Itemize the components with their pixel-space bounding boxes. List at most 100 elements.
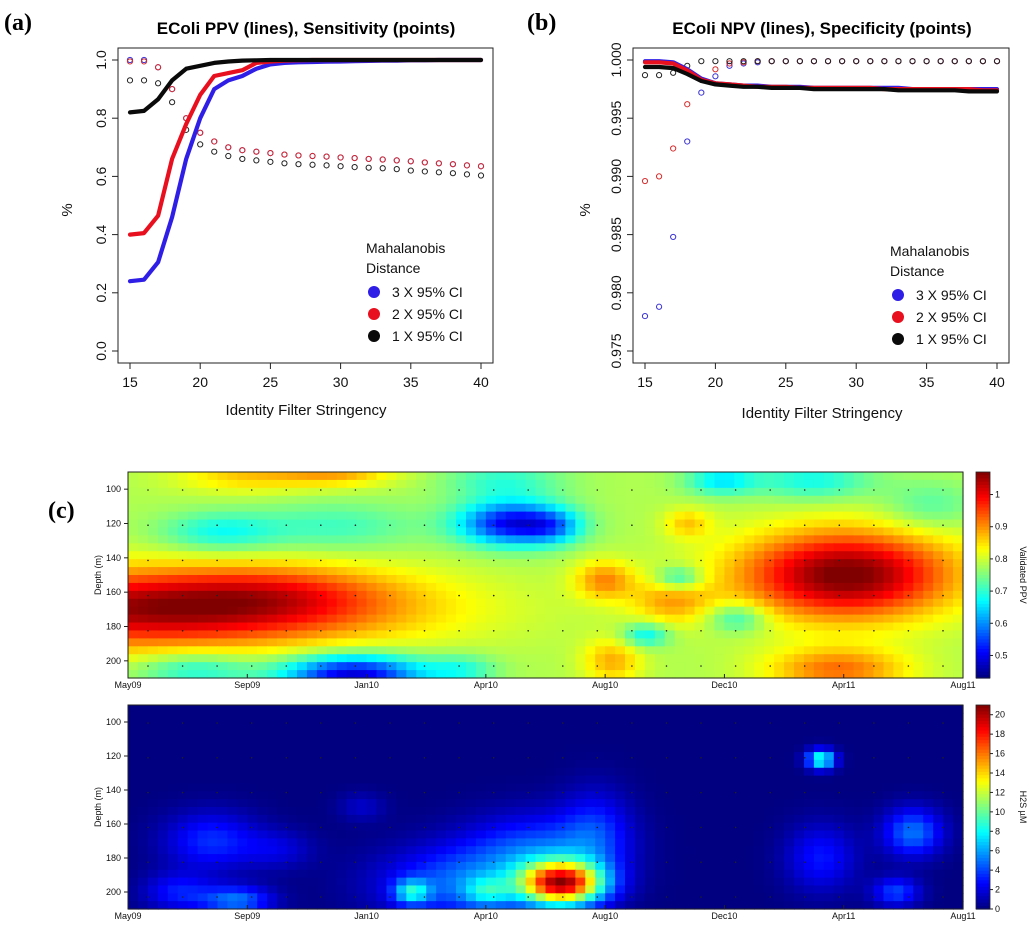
hmTop-cell-52-16 bbox=[644, 598, 656, 608]
hmBot-cell-55-17 bbox=[674, 838, 686, 847]
hmTop-cell-77-23 bbox=[893, 654, 904, 663]
hmBot-cell-2-12 bbox=[147, 799, 159, 808]
hmBot-cell-75-7 bbox=[873, 759, 885, 769]
hmTop-cell-11-19 bbox=[237, 622, 248, 632]
hmBot-cell-67-14 bbox=[794, 814, 805, 824]
hmTop-cell-57-10 bbox=[694, 551, 706, 560]
hmTop-colorbar-swatch-52 bbox=[976, 639, 990, 644]
hmTop-cell-49-9 bbox=[615, 543, 626, 552]
hmTop-cell-64-9 bbox=[764, 543, 775, 552]
hmBot-cell-22-5 bbox=[346, 744, 358, 753]
hmTop-cell-12-21 bbox=[247, 638, 258, 647]
hmTop-cell-19-1 bbox=[316, 479, 328, 489]
hmTop-sample-dot-18-2 bbox=[769, 559, 771, 562]
hmTop-cell-82-14 bbox=[943, 582, 954, 592]
hmTop-cell-76-22 bbox=[883, 646, 895, 655]
hmBot-cell-64-19 bbox=[764, 854, 775, 863]
hmBot-cell-79-13 bbox=[913, 807, 924, 816]
hmTop-cell-61-8 bbox=[734, 535, 745, 544]
hmTop-cell-47-10 bbox=[595, 551, 606, 560]
hmTop-cell-30-6 bbox=[426, 519, 437, 529]
hmBot-cell-75-3 bbox=[873, 728, 885, 737]
hmTop-cell-23-19 bbox=[356, 622, 368, 632]
hmBot-cell-45-2 bbox=[575, 720, 586, 730]
hmTop-cell-46-21 bbox=[585, 638, 596, 647]
hmBot-cell-14-23 bbox=[267, 885, 278, 894]
hmBot-cell-26-14 bbox=[386, 814, 397, 824]
hmBot-cell-57-24 bbox=[694, 893, 706, 902]
hmBot-cell-49-2 bbox=[615, 720, 626, 730]
hmBot-cell-16-12 bbox=[287, 799, 298, 808]
hmBot-cell-78-2 bbox=[903, 720, 914, 730]
hmTop-cell-22-11 bbox=[346, 559, 358, 568]
hmTop-cell-83-4 bbox=[953, 503, 964, 513]
hmTop-cell-45-18 bbox=[575, 614, 586, 624]
hmBot-cell-50-7 bbox=[625, 759, 636, 769]
hmTop-cell-38-20 bbox=[505, 630, 517, 639]
hmTop-cell-76-21 bbox=[883, 638, 895, 647]
hmTop-cell-23-8 bbox=[356, 535, 368, 544]
hmBot-cell-66-24 bbox=[784, 893, 795, 902]
hmTop-cell-64-18 bbox=[764, 614, 775, 624]
hmTop-cell-20-25 bbox=[326, 670, 338, 679]
hmBot-cell-77-1 bbox=[893, 712, 904, 722]
hmTop-cell-54-14 bbox=[664, 582, 676, 592]
hmTop-sample-dot-1-0 bbox=[181, 489, 184, 491]
hmBot-cell-8-22 bbox=[207, 877, 219, 887]
hmTop-cell-59-19 bbox=[714, 622, 726, 632]
hmBot-cell-55-24 bbox=[674, 893, 686, 902]
hmBot-cell-42-17 bbox=[545, 838, 557, 847]
hmBot-cell-16-15 bbox=[287, 822, 298, 832]
hmTop-sample-dot-16-3 bbox=[700, 594, 702, 597]
hmTop-cell-60-25 bbox=[724, 670, 735, 679]
hmTop-cell-1-25 bbox=[137, 670, 149, 679]
hmBot-cell-3-23 bbox=[157, 885, 169, 894]
hmTop-colorbar-tick-label-1: 0.6 bbox=[995, 618, 1008, 628]
hmTop-cell-43-19 bbox=[555, 622, 566, 632]
hmTop-cell-22-9 bbox=[346, 543, 358, 552]
hmBot-cell-33-22 bbox=[456, 877, 467, 887]
hmTop-cell-40-8 bbox=[525, 535, 537, 544]
hmTop-cell-64-25 bbox=[764, 670, 775, 679]
hmBot-cell-76-16 bbox=[883, 830, 895, 839]
hmTop-cell-47-1 bbox=[595, 479, 606, 489]
hmTop-sample-dot-17-5 bbox=[734, 665, 737, 667]
hmBot-cell-47-18 bbox=[595, 846, 606, 855]
hmTop-cell-14-5 bbox=[267, 511, 278, 521]
hmBot-cell-29-21 bbox=[416, 869, 427, 879]
hmBot-cell-16-1 bbox=[287, 712, 298, 722]
hmBot-cell-75-9 bbox=[873, 775, 885, 785]
hmBot-cell-4-12 bbox=[167, 799, 179, 808]
hmBot-cell-80-20 bbox=[923, 861, 934, 871]
hmTop-cell-69-23 bbox=[813, 654, 825, 663]
hmTop-cell-37-13 bbox=[495, 575, 507, 584]
hmTop-sample-dot-3-5 bbox=[250, 665, 253, 667]
hmBot-cell-55-22 bbox=[674, 877, 686, 887]
hmBot-cell-72-16 bbox=[843, 830, 855, 839]
hmTop-cell-72-18 bbox=[843, 614, 855, 624]
hmBot-cell-15-19 bbox=[277, 854, 288, 863]
hmBot-cell-30-18 bbox=[426, 846, 437, 855]
hmTop-cell-59-9 bbox=[714, 543, 726, 552]
hmBot-cell-3-12 bbox=[157, 799, 169, 808]
hmTop-cell-40-19 bbox=[525, 622, 537, 632]
hmBot-cell-28-5 bbox=[406, 744, 417, 753]
hmBot-cell-77-25 bbox=[893, 901, 904, 910]
hmTop-cell-53-2 bbox=[654, 487, 666, 497]
hmTop-cell-44-18 bbox=[565, 614, 576, 624]
hmTop-sample-dot-6-1 bbox=[354, 524, 357, 526]
hmBot-cell-26-2 bbox=[386, 720, 397, 730]
chartB-point-3-x-95-ci-21 bbox=[726, 62, 733, 69]
hmTop-cell-79-12 bbox=[913, 567, 924, 576]
chartB-point-1-x-95-ci-23 bbox=[754, 58, 761, 65]
hmTop-cell-67-17 bbox=[794, 606, 805, 616]
hmTop-cell-44-15 bbox=[565, 590, 576, 600]
hmTop-cell-38-23 bbox=[505, 654, 517, 663]
hmTop-cell-46-5 bbox=[585, 511, 596, 521]
hmTop-cell-80-22 bbox=[923, 646, 934, 655]
hmTop-cell-35-11 bbox=[475, 559, 487, 568]
hmTop-cell-58-22 bbox=[704, 646, 716, 655]
hmBot-cell-80-23 bbox=[923, 885, 934, 894]
hmBot-cell-60-6 bbox=[724, 752, 735, 761]
hmTop-cell-32-14 bbox=[446, 582, 457, 592]
